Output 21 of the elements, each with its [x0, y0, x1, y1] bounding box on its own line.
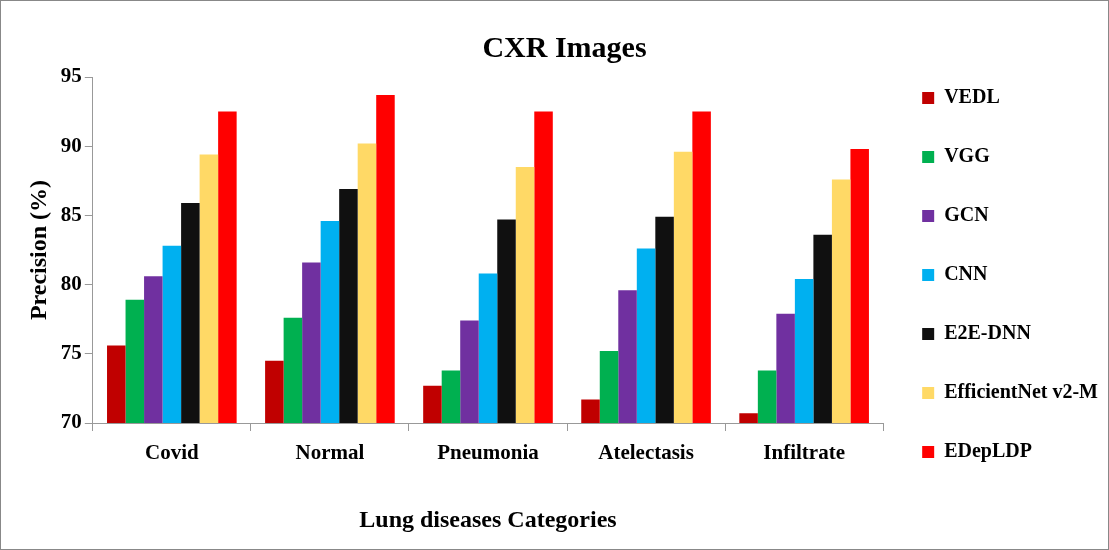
legend-label: VGG	[944, 144, 991, 167]
legend-label: VEDL	[944, 85, 1000, 108]
legend-label: EDepLDP	[944, 439, 1032, 463]
y-tick-label: 90	[60, 132, 82, 157]
y-tick-label: 95	[60, 63, 82, 88]
y-tick-label: 70	[60, 409, 82, 434]
x-axis-title: Lung diseases Categories	[359, 505, 617, 532]
y-tick-label: 80	[60, 271, 82, 296]
chart-title: CXR Images	[482, 29, 647, 63]
x-tick-label: Covid	[144, 440, 199, 465]
y-tick-label: 85	[60, 201, 82, 226]
x-tick-label: Normal	[295, 440, 365, 465]
x-tick-label: Infiltrate	[763, 440, 845, 465]
x-tick-label: Atelectasis	[598, 440, 694, 465]
x-tick-label: Pneumonia	[437, 440, 540, 465]
legend-label: E2E-DNN	[944, 321, 1032, 344]
legend-label: EfficientNet v2-M	[944, 380, 1099, 403]
legend-label: CNN	[944, 262, 989, 285]
y-tick-label: 75	[60, 340, 82, 365]
y-axis-title: Precision (%)	[24, 179, 51, 321]
legend-label: GCN	[944, 203, 990, 226]
